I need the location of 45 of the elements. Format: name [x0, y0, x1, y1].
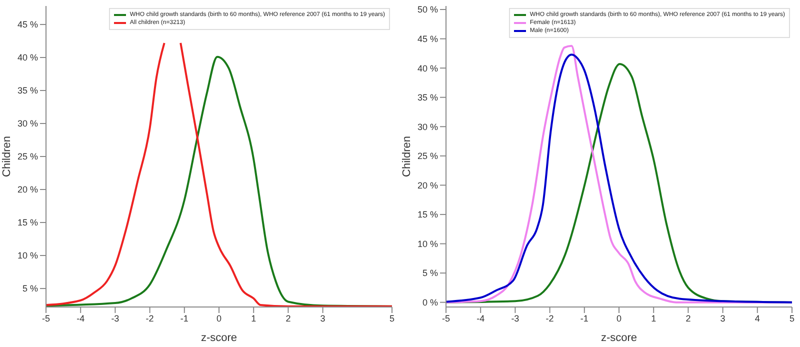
y-tick-label: 35 % [417, 92, 438, 103]
y-tick-label: 15 % [417, 210, 438, 220]
x-tick-label: 3 [320, 313, 326, 324]
y-tick-label: 30 % [17, 118, 38, 129]
x-tick-label: 4 [754, 313, 760, 324]
x-tick-label: -4 [76, 313, 85, 324]
y-tick-label: 30 % [417, 122, 438, 132]
x-tick-label: -2 [546, 313, 554, 324]
y-tick-label: 35 % [17, 86, 38, 96]
x-tick-label: -1 [580, 313, 588, 324]
x-tick-label: -4 [476, 313, 485, 324]
x-tick-label: 1 [651, 313, 656, 324]
y-tick-label: 45 % [17, 20, 38, 30]
x-tick-label: -3 [111, 313, 120, 324]
y-tick-label: 20 % [417, 180, 438, 190]
x-tick-label: 1 [251, 313, 256, 324]
x-tick-label: 2 [286, 313, 291, 324]
y-tick-label: 10 % [17, 250, 38, 261]
y-tick-label: 25 % [17, 152, 38, 162]
x-tick-label: -2 [146, 313, 154, 324]
x-tick-label: -5 [42, 313, 50, 324]
x-tick-label: 0 [616, 313, 622, 324]
x-tick-label: 2 [686, 313, 691, 324]
y-tick-label: 5 % [22, 284, 38, 294]
y-tick-label: 20 % [17, 184, 38, 195]
y-tick-label: 25 % [417, 151, 438, 162]
x-tick-label: -3 [511, 313, 520, 324]
y-tick-label: 0 % [422, 298, 438, 308]
x-tick-label: -5 [442, 313, 450, 324]
y-tick-label: 5 % [422, 268, 438, 278]
x-tick-label: 5 [389, 313, 395, 324]
x-tick-label: 0 [216, 313, 222, 324]
y-tick-label: 50 % [417, 4, 438, 15]
y-tick-label: 40 % [417, 63, 438, 74]
x-tick-label: 3 [720, 313, 726, 324]
x-axis-title: z-score [600, 332, 638, 344]
x-tick-label: 5 [789, 313, 795, 324]
y-tick-label: 45 % [417, 34, 438, 44]
x-tick-label: -1 [180, 313, 188, 324]
x-axis-title: z-score [200, 332, 238, 344]
y-axis-title: Children [400, 136, 413, 177]
y-axis-title: Children [0, 136, 13, 177]
y-tick-label: 10 % [417, 238, 438, 249]
y-tick-label: 15 % [17, 218, 38, 228]
y-tick-label: 40 % [17, 52, 38, 63]
